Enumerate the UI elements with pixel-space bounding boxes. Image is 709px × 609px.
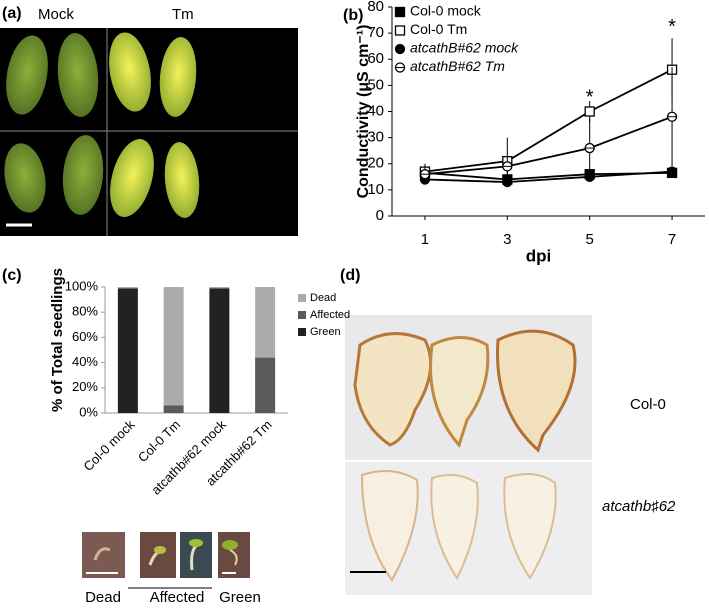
marker bbox=[584, 106, 595, 117]
bar-segment bbox=[117, 287, 138, 289]
bar-segment bbox=[163, 405, 184, 413]
bar-segment bbox=[117, 288, 138, 413]
column-label: Tm bbox=[172, 6, 194, 23]
legend-label: Col-0 Tm bbox=[410, 21, 467, 37]
y-tick-label: 80 bbox=[367, 0, 384, 15]
panel-label: (b) bbox=[343, 7, 363, 24]
bar-segment bbox=[255, 287, 276, 358]
legend-label: atcathB#62 Tm bbox=[410, 58, 505, 74]
legend-label: Green bbox=[310, 326, 341, 338]
y-axis-label: % of Total seedlings bbox=[49, 268, 66, 412]
annotation: * bbox=[668, 16, 676, 38]
legend-label: atcathB#62 mock bbox=[410, 40, 519, 56]
legend-swatch bbox=[298, 311, 306, 319]
column-label: Mock bbox=[38, 6, 74, 23]
series-line bbox=[424, 170, 673, 183]
photo-d bbox=[345, 315, 592, 595]
y-tick-label: 20% bbox=[72, 379, 98, 394]
y-tick-label: 50 bbox=[367, 76, 384, 93]
bar-segment bbox=[255, 357, 276, 413]
legend-label: Col-0 mock bbox=[410, 3, 482, 19]
y-tick-label: 60 bbox=[367, 50, 384, 67]
seedling-label: Green bbox=[219, 589, 261, 604]
x-tick-label: 3 bbox=[503, 231, 511, 248]
y-tick-label: 0 bbox=[376, 207, 384, 224]
legend-marker bbox=[394, 6, 406, 18]
legend-swatch bbox=[298, 294, 306, 302]
x-tick-label: Col-0 mock bbox=[80, 417, 137, 474]
bar-segment bbox=[209, 287, 230, 289]
x-tick-label: 1 bbox=[421, 231, 429, 248]
y-tick-label: 70 bbox=[367, 24, 384, 41]
panel-label: (d) bbox=[340, 267, 360, 284]
y-tick-label: 40% bbox=[72, 354, 98, 369]
y-axis-label: Conductivity (μS cm⁻¹) bbox=[355, 25, 372, 199]
y-tick-label: 40 bbox=[367, 102, 384, 119]
marker bbox=[502, 176, 513, 188]
legend-marker bbox=[394, 43, 406, 55]
panel-label: (c) bbox=[2, 267, 22, 284]
series-line bbox=[424, 115, 673, 176]
y-tick-label: 80% bbox=[72, 304, 98, 319]
legend-label: Affected bbox=[310, 309, 350, 321]
x-tick-label: 7 bbox=[668, 231, 676, 248]
x-axis-label: dpi bbox=[526, 246, 552, 265]
seedling-photos bbox=[82, 532, 250, 589]
panel-label: (a) bbox=[2, 5, 22, 22]
y-tick-label: 0% bbox=[79, 404, 98, 419]
legend-swatch bbox=[298, 328, 306, 336]
y-tick-label: 10 bbox=[367, 181, 384, 198]
legend-label: Dead bbox=[310, 292, 336, 304]
row-label: atcathb#62 bbox=[224, 178, 299, 195]
y-tick-label: 100% bbox=[65, 278, 99, 293]
seedling-label: Affected bbox=[150, 589, 205, 604]
legend-marker bbox=[394, 25, 406, 36]
bar-segment bbox=[163, 287, 184, 406]
y-tick-label: 60% bbox=[72, 329, 98, 344]
row-label: Col-0 bbox=[224, 81, 260, 98]
bar-segment bbox=[209, 288, 230, 413]
series-line bbox=[424, 68, 673, 173]
y-tick-label: 30 bbox=[367, 129, 384, 146]
marker bbox=[666, 166, 678, 177]
y-tick-label: 20 bbox=[367, 155, 384, 172]
row-label: atcathb♯62 bbox=[602, 498, 676, 515]
photo-a bbox=[0, 28, 298, 236]
annotation: * bbox=[586, 87, 594, 109]
row-label: Col-0 bbox=[630, 396, 666, 413]
seedling-label: Dead bbox=[85, 589, 121, 604]
x-tick-label: 5 bbox=[586, 231, 594, 248]
